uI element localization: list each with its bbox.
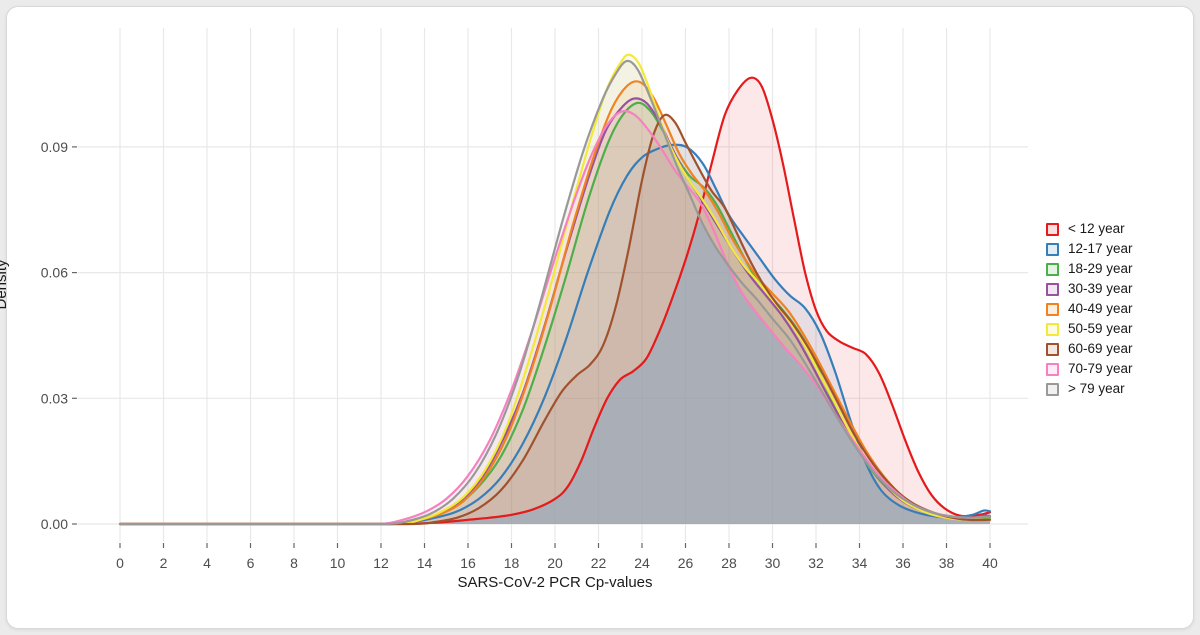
y-tick-label: 0.00	[41, 516, 68, 532]
legend-key-swatch	[1046, 342, 1059, 356]
x-tick-label: 4	[203, 555, 211, 571]
x-tick-label: 20	[547, 555, 563, 571]
legend-item-0: < 12 year	[1046, 219, 1133, 239]
legend-label: 60-69 year	[1068, 341, 1133, 356]
x-tick-label: 0	[116, 555, 124, 571]
legend-key-swatch	[1046, 262, 1059, 276]
legend-key-swatch	[1046, 362, 1059, 376]
x-tick-label: 28	[721, 555, 737, 571]
legend-label: 12-17 year	[1068, 241, 1133, 256]
x-tick-label: 24	[634, 555, 650, 571]
density-curve-0	[118, 76, 992, 526]
legend-key-swatch	[1046, 322, 1059, 336]
x-tick-label: 12	[373, 555, 389, 571]
overlap-core	[370, 222, 991, 524]
density-curve-4	[118, 80, 992, 526]
axes: 0 2 4 6 8 10 12 14 16 18 20 22 24 26 28 30 32 34 36 38 400.0…	[41, 139, 998, 571]
legend-label: 70-79 year	[1068, 361, 1133, 376]
x-tick-label: 40	[982, 555, 998, 571]
x-tick-label: 16	[460, 555, 476, 571]
legend-key-swatch	[1046, 282, 1059, 296]
x-tick-label: 36	[895, 555, 911, 571]
legend-item-2: 18-29 year	[1046, 259, 1133, 279]
legend-item-5: 50-59 year	[1046, 319, 1133, 339]
x-tick-label: 26	[678, 555, 694, 571]
density-curve-6	[118, 113, 992, 526]
legend-item-8: > 79 year	[1046, 379, 1133, 399]
legend-key-swatch	[1046, 302, 1059, 316]
density-curve-1	[118, 143, 992, 526]
legend-item-4: 40-49 year	[1046, 299, 1133, 319]
x-axis-title: SARS-CoV-2 PCR Cp-values	[457, 574, 653, 591]
legend-item-6: 60-69 year	[1046, 339, 1133, 359]
legend-label: 30-39 year	[1068, 281, 1133, 296]
legend-item-3: 30-39 year	[1046, 279, 1133, 299]
gridlines	[78, 28, 1028, 542]
legend-label: 40-49 year	[1068, 301, 1133, 316]
legend-key-swatch	[1046, 242, 1059, 256]
legend-label: < 12 year	[1068, 221, 1125, 236]
legend-label: > 79 year	[1068, 381, 1125, 396]
density-curve-7	[118, 109, 992, 526]
x-tick-label: 38	[939, 555, 955, 571]
x-tick-label: 22	[591, 555, 607, 571]
x-tick-label: 2	[160, 555, 168, 571]
density-curves	[118, 53, 992, 526]
x-tick-label: 34	[852, 555, 868, 571]
legend-key-swatch	[1046, 382, 1059, 396]
y-tick-label: 0.09	[41, 139, 68, 155]
legend-item-1: 12-17 year	[1046, 239, 1133, 259]
x-tick-label: 6	[247, 555, 255, 571]
x-tick-label: 8	[290, 555, 298, 571]
x-tick-label: 30	[765, 555, 781, 571]
y-tick-label: 0.03	[41, 390, 68, 406]
y-axis-title: Density	[0, 259, 10, 310]
legend-item-7: 70-79 year	[1046, 359, 1133, 379]
x-tick-label: 14	[417, 555, 433, 571]
legend-key-swatch	[1046, 222, 1059, 236]
legend-label: 18-29 year	[1068, 261, 1133, 276]
legend-label: 50-59 year	[1068, 321, 1133, 336]
x-tick-label: 10	[330, 555, 346, 571]
legend: < 12 year 12-17 year 18-29 year 30-39 year 4…	[1046, 219, 1133, 399]
x-tick-label: 32	[808, 555, 824, 571]
x-tick-label: 18	[504, 555, 520, 571]
y-tick-label: 0.06	[41, 265, 68, 281]
density-curve-8	[118, 59, 992, 526]
